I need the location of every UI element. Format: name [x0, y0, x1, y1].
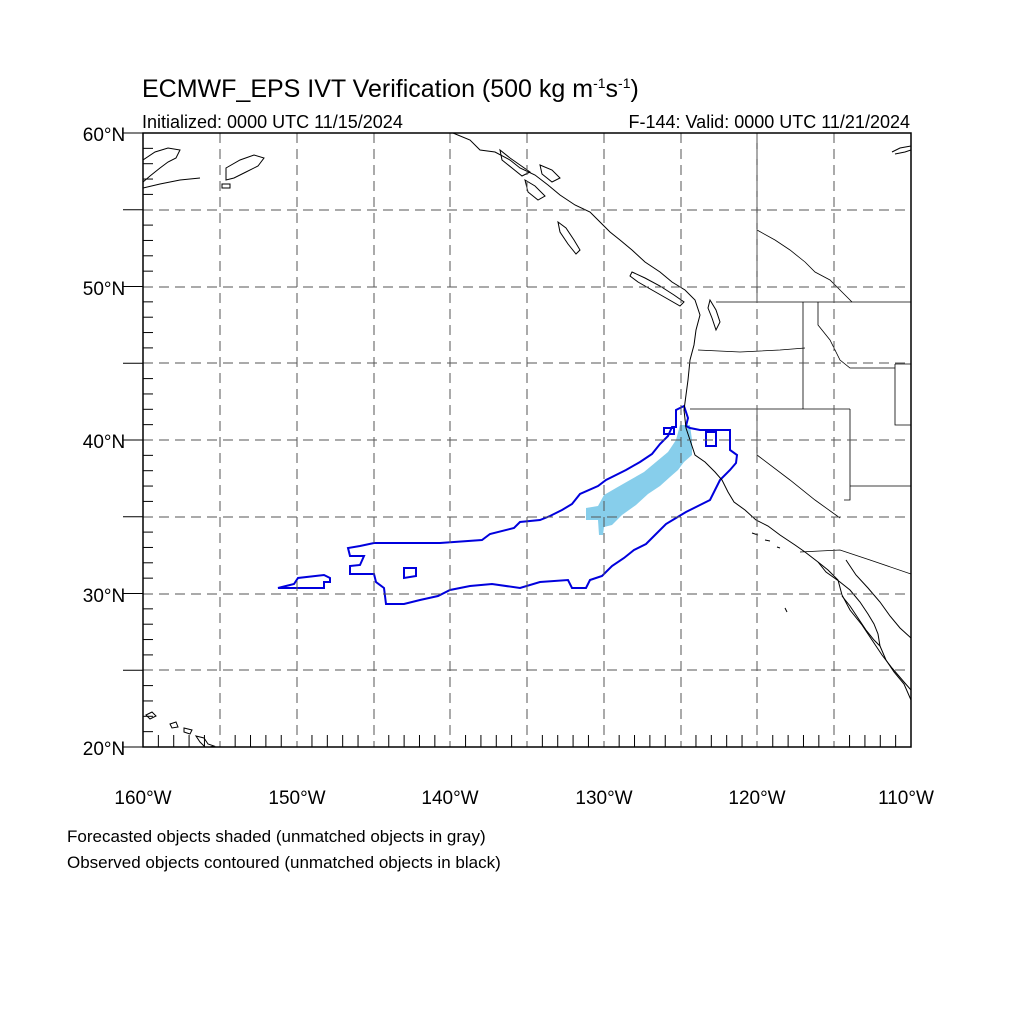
coastline-kodiak — [221, 154, 265, 189]
coastline-puget-sound — [707, 298, 721, 332]
coastline-hawaii — [145, 711, 216, 747]
lat-label-30n: 30°N — [83, 586, 125, 607]
lon-label-120w: 120°W — [728, 788, 785, 809]
border-wa-or — [697, 347, 806, 353]
observed-object-small — [705, 431, 717, 447]
lon-label-150w: 150°W — [268, 788, 325, 809]
observed-object-west — [277, 573, 331, 589]
map-area — [143, 133, 911, 747]
graticule — [143, 133, 911, 747]
coastline-mexico — [879, 645, 911, 701]
lon-label-160w: 160°W — [114, 788, 171, 809]
lat-label-40n: 40°N — [83, 432, 125, 453]
coastline-alaska-mainland — [143, 177, 201, 189]
border-us-mexico — [799, 549, 911, 575]
observed-object-inner-hole — [663, 427, 675, 435]
coastline-haida-gwaii — [557, 220, 581, 255]
init-time-label: Initialized: 0000 UTC 11/15/2024 — [142, 112, 403, 132]
figure-title: ECMWF_EPS IVT Verification (500 kg m-1s-… — [142, 75, 639, 103]
coastline-baja — [817, 561, 881, 648]
border-mt-wy — [850, 363, 911, 487]
border-nv-ut — [844, 409, 851, 501]
lat-label-50n: 50°N — [83, 279, 125, 300]
axis-ticks — [123, 132, 897, 748]
border-bc-ab — [756, 229, 853, 303]
observed-object-gap — [403, 567, 417, 580]
lon-label-130w: 130°W — [575, 788, 632, 809]
border-nv-ca — [756, 409, 841, 519]
lon-label-110w: 110°W — [878, 788, 934, 809]
lon-label-140w: 140°W — [421, 788, 478, 809]
coastline-alaska-islands — [499, 148, 561, 201]
border-id — [802, 302, 895, 409]
coastline-gulf-california — [845, 559, 911, 639]
coastline-vancouver-island — [629, 271, 685, 307]
coastline-northeast — [891, 145, 911, 155]
forecast-object — [586, 425, 692, 535]
coastline-alaska-peninsula — [143, 147, 181, 183]
caption-forecast: Forecasted objects shaded (unmatched obj… — [67, 827, 486, 846]
coastline-channel-islands — [751, 532, 788, 613]
lat-label-20n: 20°N — [83, 739, 125, 760]
coastline-north-america — [452, 133, 911, 691]
lat-label-60n: 60°N — [83, 125, 125, 146]
caption-observed: Observed objects contoured (unmatched ob… — [67, 853, 501, 872]
valid-time-label: F-144: Valid: 0000 UTC 11/21/2024 — [628, 112, 910, 132]
